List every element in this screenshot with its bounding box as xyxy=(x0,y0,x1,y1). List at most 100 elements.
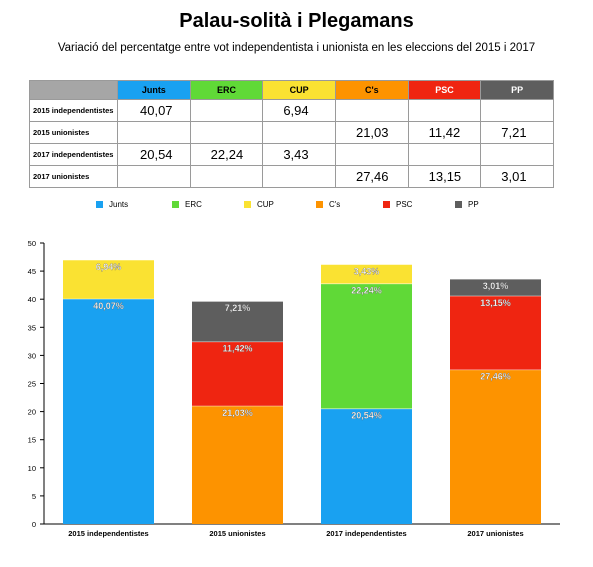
data-label: 3,01% xyxy=(483,281,509,291)
data-table: Junts ERC CUP C's PSC PP 2015 independen… xyxy=(29,80,554,188)
table-cell: 11,42 xyxy=(407,121,482,144)
table-cell xyxy=(334,99,409,122)
table-cell: 6,94 xyxy=(262,99,336,122)
chart-title: Palau-solità i Plegamans xyxy=(179,10,414,32)
data-label: 27,46% xyxy=(480,372,511,382)
y-tick-label: 5 xyxy=(32,492,36,501)
data-label: 7,21% xyxy=(225,303,251,313)
column-header-erc: ERC xyxy=(189,80,264,100)
legend-swatch xyxy=(383,201,390,208)
column-header-cs: C's xyxy=(334,80,409,100)
legend-label: PSC xyxy=(396,200,413,209)
table-row: 2015 independentistes 40,07 6,94 xyxy=(29,99,554,122)
column-header-junts: Junts xyxy=(117,80,191,100)
table-corner-cell xyxy=(29,80,118,100)
data-label: 20,54% xyxy=(351,411,382,421)
table-cell xyxy=(334,143,409,166)
row-label: 2017 independentistes xyxy=(29,143,118,166)
legend-label: PP xyxy=(468,200,479,209)
table-cell: 13,15 xyxy=(407,165,482,188)
table-cell: 40,07 xyxy=(117,99,191,122)
table-header-row: Junts ERC CUP C's PSC PP xyxy=(29,80,554,100)
data-label: 11,42% xyxy=(222,344,252,354)
table-cell xyxy=(189,121,264,144)
legend-label: Junts xyxy=(109,200,129,209)
legend-swatch xyxy=(244,201,251,208)
stacked-bar-chart: 0 5 10 15 20 25 30 35 40 45 50 40,07% 6,94% 2015 inde… xyxy=(28,239,560,538)
chart-subtitle: Variació del percentatge entre vot indep… xyxy=(57,42,536,54)
table-row: 2017 independentistes 20,54 22,24 3,43 xyxy=(29,143,554,166)
legend-item-erc: ERC xyxy=(172,200,202,210)
row-label: 2015 independentistes xyxy=(29,99,118,122)
data-label: 6,94% xyxy=(96,262,122,272)
y-tick-label: 50 xyxy=(28,239,36,248)
y-tick-label: 10 xyxy=(28,464,36,473)
chart-legend: Junts ERC CUP C's PSC PP xyxy=(0,200,593,212)
table-cell: 3,01 xyxy=(480,165,554,188)
y-tick-label: 35 xyxy=(28,323,36,332)
bar-segment xyxy=(192,405,283,524)
legend-label: ERC xyxy=(185,200,202,209)
table-cell xyxy=(117,121,191,144)
bar-segment xyxy=(63,259,154,299)
table-cell xyxy=(407,143,482,166)
data-label: 3,43% xyxy=(354,266,380,276)
column-header-pp: PP xyxy=(480,80,554,100)
legend-swatch xyxy=(172,201,179,208)
row-label: 2015 unionistes xyxy=(29,121,118,144)
y-tick-label: 30 xyxy=(28,351,36,360)
table-cell xyxy=(189,99,264,122)
y-tick-label: 25 xyxy=(28,380,36,389)
data-label: 40,07% xyxy=(93,301,124,311)
legend-label: CUP xyxy=(257,200,274,209)
table-cell: 27,46 xyxy=(334,165,409,188)
legend-swatch xyxy=(316,201,323,208)
bar-segment xyxy=(63,298,154,524)
column-header-cup: CUP xyxy=(262,80,336,100)
bar-segment xyxy=(450,295,541,370)
x-tick-label: 2017 independentistes xyxy=(326,529,406,538)
table-cell xyxy=(262,165,336,188)
column-header-psc: PSC xyxy=(407,80,482,100)
legend-label: C's xyxy=(329,200,341,209)
legend-swatch xyxy=(455,201,462,208)
table-cell: 22,24 xyxy=(189,143,264,166)
bar-segment xyxy=(192,301,283,342)
legend-item-pp: PP xyxy=(455,200,479,210)
bar-segment xyxy=(192,341,283,406)
y-tick-label: 45 xyxy=(28,267,36,276)
data-label: 21,03% xyxy=(222,408,253,418)
legend-item-cup: CUP xyxy=(244,200,274,210)
table-cell xyxy=(407,99,482,122)
table-cell: 21,03 xyxy=(334,121,409,144)
table-cell: 3,43 xyxy=(262,143,336,166)
bar-segment xyxy=(321,408,412,524)
data-label: 22,24% xyxy=(351,286,382,296)
bar-segment xyxy=(321,283,412,409)
table-row: 2017 unionistes 27,46 13,15 3,01 xyxy=(29,165,554,188)
bar-segment xyxy=(450,369,541,524)
data-label: 13,15% xyxy=(480,298,511,308)
y-tick-label: 0 xyxy=(32,520,36,529)
row-label: 2017 unionistes xyxy=(29,165,118,188)
y-tick-label: 20 xyxy=(28,408,36,417)
table-cell xyxy=(480,99,554,122)
table-cell: 20,54 xyxy=(117,143,191,166)
legend-item-junts: Junts xyxy=(96,200,128,210)
legend-swatch xyxy=(96,201,103,208)
bar-segment xyxy=(321,264,412,284)
x-tick-label: 2015 independentistes xyxy=(68,529,148,538)
table-row: 2015 unionistes 21,03 11,42 7,21 xyxy=(29,121,554,144)
legend-item-cs: C's xyxy=(316,200,340,210)
x-tick-label: 2015 unionistes xyxy=(209,529,265,538)
legend-item-psc: PSC xyxy=(383,200,412,210)
y-tick-label: 15 xyxy=(28,436,36,445)
table-cell: 7,21 xyxy=(480,121,554,144)
table-cell xyxy=(262,121,336,144)
y-tick-label: 40 xyxy=(28,295,36,304)
x-tick-label: 2017 unionistes xyxy=(467,529,523,538)
bar-segment xyxy=(450,278,541,296)
table-cell xyxy=(117,165,191,188)
table-cell xyxy=(480,143,554,166)
table-cell xyxy=(189,165,264,188)
